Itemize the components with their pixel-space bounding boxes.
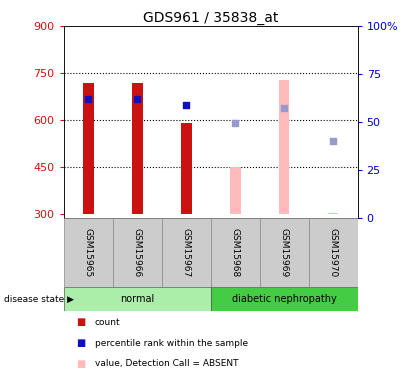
- Bar: [181, 123, 192, 214]
- Text: GSM15969: GSM15969: [279, 228, 289, 277]
- Bar: [230, 167, 240, 214]
- Bar: [260, 217, 309, 287]
- Point: [281, 105, 287, 111]
- Point: [134, 96, 141, 102]
- Bar: [64, 287, 210, 311]
- Title: GDS961 / 35838_at: GDS961 / 35838_at: [143, 11, 278, 25]
- Text: percentile rank within the sample: percentile rank within the sample: [95, 339, 248, 348]
- Bar: [279, 80, 289, 214]
- Text: value, Detection Call = ABSENT: value, Detection Call = ABSENT: [95, 359, 238, 368]
- Text: GSM15965: GSM15965: [84, 228, 93, 277]
- Bar: [211, 287, 358, 311]
- Text: ■: ■: [76, 338, 85, 348]
- Bar: [162, 217, 211, 287]
- Bar: [328, 213, 339, 214]
- Point: [183, 102, 189, 108]
- Text: normal: normal: [120, 294, 154, 304]
- Bar: [211, 217, 260, 287]
- Text: GSM15967: GSM15967: [182, 228, 191, 277]
- Bar: [83, 82, 94, 214]
- Text: GSM15970: GSM15970: [328, 228, 337, 277]
- Bar: [309, 217, 358, 287]
- Text: GSM15968: GSM15968: [231, 228, 240, 277]
- Point: [330, 138, 336, 144]
- Point: [232, 120, 238, 126]
- Bar: [64, 217, 113, 287]
- Text: ■: ■: [76, 318, 85, 327]
- Bar: [132, 82, 143, 214]
- Text: disease state ▶: disease state ▶: [4, 295, 74, 304]
- Text: GSM15966: GSM15966: [133, 228, 142, 277]
- Text: ■: ■: [76, 359, 85, 369]
- Bar: [113, 217, 162, 287]
- Text: count: count: [95, 318, 120, 327]
- Point: [85, 96, 92, 102]
- Text: diabetic nephropathy: diabetic nephropathy: [232, 294, 337, 304]
